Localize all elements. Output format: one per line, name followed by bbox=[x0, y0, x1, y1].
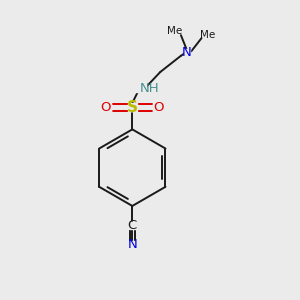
Bar bbox=[184, 49, 190, 56]
Text: N: N bbox=[182, 46, 192, 59]
Text: O: O bbox=[100, 101, 111, 114]
Text: Me: Me bbox=[200, 30, 215, 40]
Bar bbox=[129, 241, 136, 248]
Text: Me: Me bbox=[167, 26, 183, 36]
Text: S: S bbox=[127, 100, 138, 115]
Text: N: N bbox=[128, 238, 137, 251]
Bar bbox=[128, 103, 137, 111]
Bar bbox=[134, 84, 146, 92]
Bar bbox=[129, 221, 136, 229]
Text: NH: NH bbox=[140, 82, 159, 95]
Bar bbox=[103, 104, 111, 111]
Text: C: C bbox=[128, 219, 137, 232]
Bar bbox=[153, 104, 161, 111]
Text: O: O bbox=[154, 101, 164, 114]
